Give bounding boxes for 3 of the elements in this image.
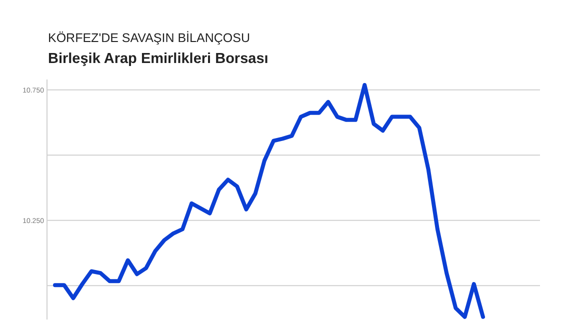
- chart-title: Birleşik Arap Emirlikleri Borsası: [48, 51, 268, 67]
- chart-subtitle: KÖRFEZ'DE SAVAŞIN BİLANÇOSU: [48, 31, 250, 45]
- line-series: [53, 82, 485, 319]
